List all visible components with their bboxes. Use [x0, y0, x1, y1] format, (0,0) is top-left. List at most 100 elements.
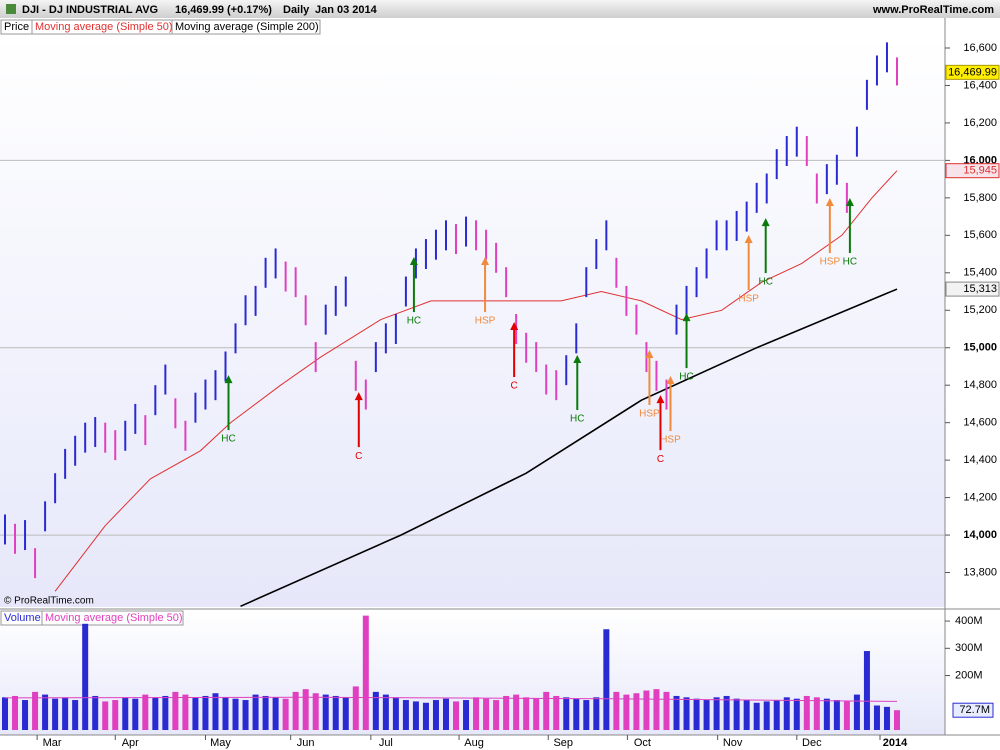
volume-bar	[22, 700, 29, 730]
annotation-arrowhead	[645, 349, 654, 358]
app-icon	[6, 4, 16, 14]
volume-bar	[763, 701, 770, 730]
volume-bar	[232, 698, 239, 730]
period: Daily	[283, 4, 310, 16]
x-tick-label: Aug	[464, 737, 484, 749]
value-tag	[945, 163, 1000, 179]
volume-bar	[412, 701, 419, 730]
annotation-label: HSP	[820, 257, 841, 268]
annotation-label: HSP	[475, 316, 496, 327]
volume-bar	[322, 694, 329, 730]
site: www.ProRealTime.com	[872, 4, 994, 16]
volume-bar	[663, 691, 670, 730]
volume-moving-average	[4, 696, 898, 702]
annotation-label: C	[355, 451, 362, 462]
volume-bar	[212, 693, 219, 730]
x-tick-label: May	[210, 737, 231, 749]
value-tag-label: 15,313	[963, 283, 997, 295]
volume-bar	[2, 697, 8, 730]
y-tick-label: 15,600	[963, 229, 997, 241]
y-tick-label: 15,200	[963, 304, 997, 316]
annotation-label: HC	[221, 434, 235, 445]
volume-bar	[894, 710, 900, 730]
volume-bar	[152, 697, 159, 730]
volume-bar	[853, 694, 860, 730]
volume-bar	[282, 698, 289, 730]
annotation-arrowhead	[744, 234, 753, 243]
volume-bar	[823, 698, 830, 730]
volume-bar	[703, 700, 710, 730]
volume-bar	[483, 698, 490, 730]
volume-bar	[432, 700, 439, 730]
annotation-arrowhead	[845, 198, 854, 207]
legend-entry: Moving average (Simple 200)	[175, 21, 319, 33]
volume-bar	[272, 697, 279, 730]
volume-bar	[563, 697, 570, 730]
volume-y-tick-label: 300M	[955, 642, 983, 654]
volume-bar	[202, 695, 209, 730]
volume-bar	[693, 698, 700, 730]
volume-bar	[583, 700, 590, 730]
volume-bar	[332, 695, 339, 730]
volume-bar	[523, 697, 530, 730]
volume-bar	[12, 695, 19, 730]
legend-entry: Moving average (Simple 50)	[45, 612, 183, 624]
volume-bar	[633, 693, 640, 730]
annotation-arrowhead	[825, 198, 834, 207]
annotation-label: HC	[843, 257, 857, 268]
legend-entry: Price	[4, 21, 29, 33]
volume-bar	[392, 697, 399, 730]
volume-bar	[62, 697, 69, 730]
y-tick-label: 14,800	[963, 379, 997, 391]
header-bar	[0, 0, 1000, 18]
volume-bar	[302, 689, 309, 730]
volume-bar	[623, 694, 630, 730]
volume-bar	[673, 695, 680, 730]
annotation-label: HC	[407, 316, 421, 327]
moving-average	[240, 288, 898, 608]
annotation-arrowhead	[666, 376, 675, 385]
x-tick-label: Mar	[43, 737, 62, 749]
volume-bar	[743, 700, 750, 730]
volume-bar	[132, 698, 139, 730]
volume-bar	[873, 705, 880, 730]
legend-entry: Volume	[4, 612, 41, 624]
y-tick-label: 16,600	[963, 42, 997, 54]
y-tick-label: 14,600	[963, 417, 997, 429]
x-tick-label: Apr	[122, 737, 139, 749]
volume-bar	[72, 700, 79, 730]
volume-bar	[182, 694, 189, 730]
y-tick-label: 15,000	[963, 342, 997, 354]
volume-bar	[683, 697, 690, 730]
volume-bar	[162, 695, 169, 730]
annotation-label: HSP	[639, 409, 660, 420]
date: Jan 03 2014	[315, 4, 378, 16]
volume-bar	[593, 697, 600, 730]
y-tick-label: 15,400	[963, 267, 997, 279]
volume-bar	[793, 698, 800, 730]
annotation-label: HSP	[738, 294, 759, 305]
y-tick-label: 14,200	[963, 492, 997, 504]
volume-y-tick-label: 200M	[955, 669, 983, 681]
quote: 16,469.99 (+0.17%)	[175, 4, 272, 16]
y-tick-label: 14,000	[963, 529, 997, 541]
volume-y-tick-label: 400M	[955, 615, 983, 627]
y-tick-label: 13,800	[963, 566, 997, 578]
volume-bar	[442, 698, 449, 730]
x-tick-label: Jul	[379, 737, 393, 749]
value-tag	[945, 64, 1000, 80]
annotation-arrowhead	[224, 375, 233, 384]
volume-bar	[533, 698, 540, 730]
annotation-arrowhead	[656, 395, 665, 404]
y-tick-label: 14,400	[963, 454, 997, 466]
volume-bar	[813, 697, 820, 730]
volume-bar	[222, 697, 229, 730]
volume-bar	[262, 695, 269, 730]
moving-average	[54, 170, 898, 592]
volume-bar	[372, 691, 379, 730]
volume-bar	[783, 697, 790, 730]
volume-bar	[493, 700, 500, 730]
value-tag	[945, 281, 1000, 297]
